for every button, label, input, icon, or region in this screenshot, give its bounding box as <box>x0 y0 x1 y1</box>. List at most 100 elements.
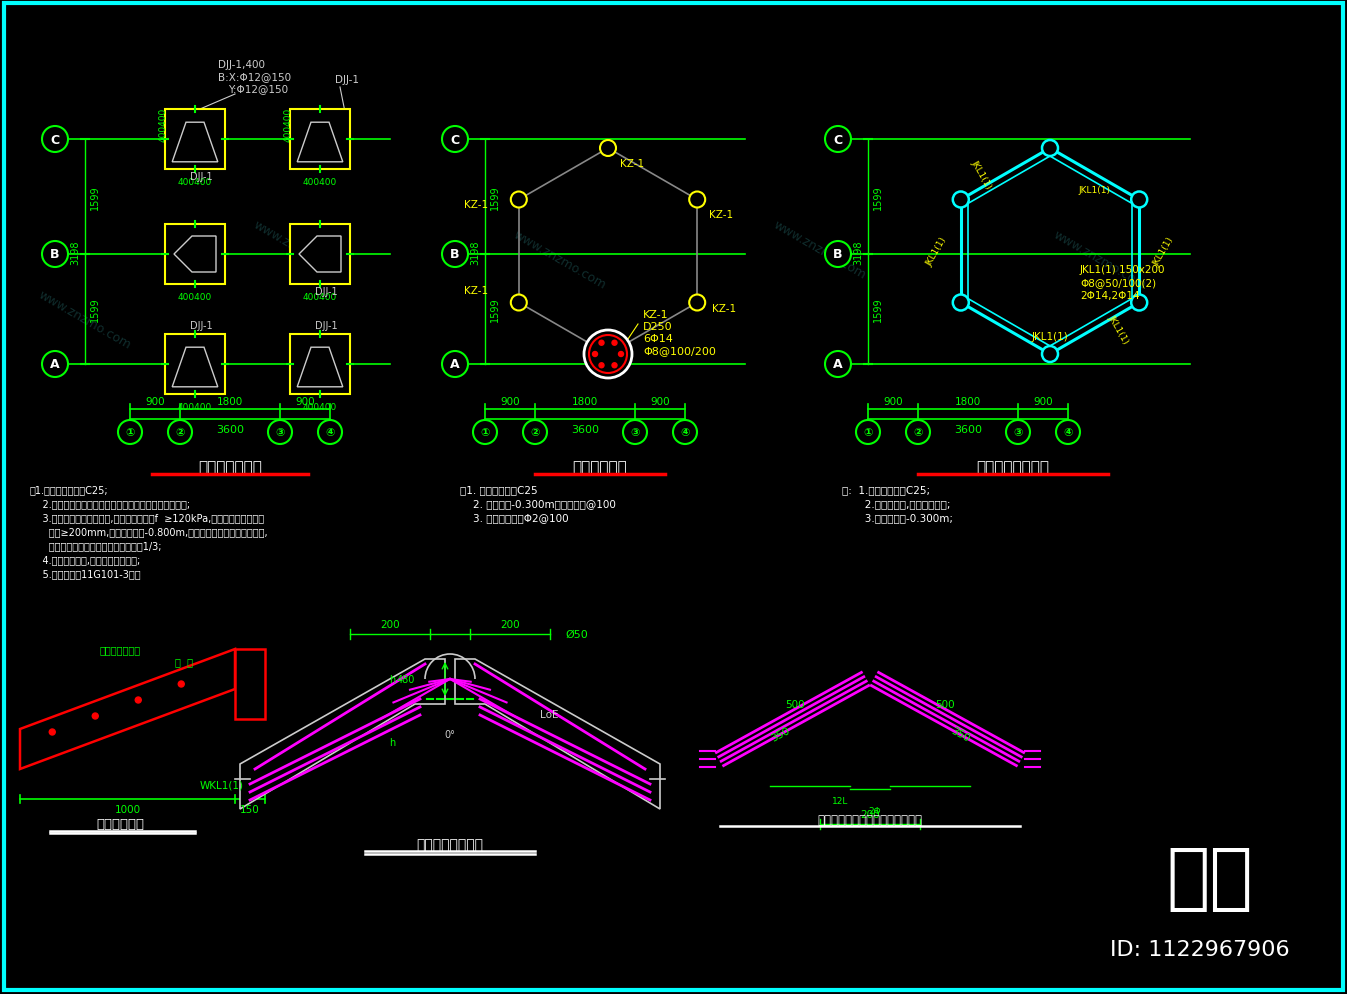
Circle shape <box>1131 295 1148 311</box>
Text: 柱平法施工图: 柱平法施工图 <box>572 460 628 475</box>
Circle shape <box>511 192 527 209</box>
Text: ③: ③ <box>1013 427 1022 437</box>
Circle shape <box>119 420 141 444</box>
Polygon shape <box>299 237 341 272</box>
Text: 注:  1.矩砼强度等级C25;: 注: 1.矩砼强度等级C25; <box>842 484 931 494</box>
Circle shape <box>599 141 616 157</box>
Circle shape <box>599 341 603 346</box>
Text: 1599: 1599 <box>873 185 884 210</box>
Circle shape <box>599 347 616 363</box>
Text: ①: ① <box>125 427 135 437</box>
Text: 900: 900 <box>145 397 164 407</box>
Text: ③: ③ <box>630 427 640 437</box>
Text: ④: ④ <box>680 427 690 437</box>
Text: 斜板檐口大样: 斜板檐口大样 <box>96 818 144 831</box>
Text: JKL1(1): JKL1(1) <box>1079 186 1110 195</box>
Text: 2.施工时应结合各结构单元框索柱平面布置图预留插筋;: 2.施工时应结合各结构单元框索柱平面布置图预留插筋; <box>30 499 190 509</box>
Circle shape <box>593 352 598 357</box>
Text: 2.垫层设现构,复均居中布置;: 2.垫层设现构,复均居中布置; <box>842 499 951 509</box>
Text: 坡屋面板剖和角配筋详图（无梁）: 坡屋面板剖和角配筋详图（无梁） <box>818 813 923 826</box>
Circle shape <box>1056 420 1080 444</box>
Text: 3600: 3600 <box>571 424 599 434</box>
Text: 350: 350 <box>948 726 971 744</box>
Text: 3. 柱底钢筋区为Φ2@100: 3. 柱底钢筋区为Φ2@100 <box>459 513 568 523</box>
Circle shape <box>178 681 185 687</box>
Text: ③: ③ <box>275 427 284 437</box>
Text: JKL1(1): JKL1(1) <box>1107 313 1130 345</box>
Text: 2. 基础顶～-0.300m柱箍筋加密@100: 2. 基础顶～-0.300m柱箍筋加密@100 <box>459 499 616 509</box>
Text: DJJ-1: DJJ-1 <box>315 321 338 331</box>
Text: www.znzmo.com: www.znzmo.com <box>512 228 609 291</box>
Polygon shape <box>455 659 660 809</box>
Text: KZ-1: KZ-1 <box>463 286 488 296</box>
Text: 5.本图应配合11G101-3使用: 5.本图应配合11G101-3使用 <box>30 569 140 579</box>
Circle shape <box>907 420 929 444</box>
Circle shape <box>92 714 98 720</box>
Polygon shape <box>172 123 218 163</box>
Text: ②: ② <box>913 427 923 437</box>
Text: 1000: 1000 <box>114 804 140 814</box>
Text: JKL1(1) 150x200: JKL1(1) 150x200 <box>1080 264 1165 274</box>
Polygon shape <box>234 649 265 720</box>
Circle shape <box>952 295 968 311</box>
Polygon shape <box>240 659 445 809</box>
Circle shape <box>50 730 55 736</box>
Circle shape <box>42 242 67 267</box>
Text: ④: ④ <box>326 427 334 437</box>
Text: ①: ① <box>863 427 873 437</box>
Text: C: C <box>50 133 59 146</box>
Text: www.znzmo.com: www.znzmo.com <box>1052 228 1149 291</box>
Text: 注1. 柱砼强度等级C25: 注1. 柱砼强度等级C25 <box>459 484 537 494</box>
Text: DJJ-1: DJJ-1 <box>335 75 360 84</box>
Text: 3198: 3198 <box>853 240 863 264</box>
Circle shape <box>824 242 851 267</box>
Text: A: A <box>450 358 459 371</box>
Circle shape <box>473 420 497 444</box>
Text: ID: 1122967906: ID: 1122967906 <box>1110 939 1290 959</box>
Text: KZ-1: KZ-1 <box>710 211 733 221</box>
Text: DJJ-1: DJJ-1 <box>315 286 338 296</box>
Circle shape <box>42 352 67 378</box>
Circle shape <box>1043 347 1057 363</box>
Circle shape <box>523 420 547 444</box>
Text: 知末: 知末 <box>1167 845 1253 913</box>
Text: 深度≥200mm,基础底标高为-0.800m,可根据现场实际情况进行调整,: 深度≥200mm,基础底标高为-0.800m,可根据现场实际情况进行调整, <box>30 527 268 537</box>
Text: 200: 200 <box>861 809 880 819</box>
Circle shape <box>599 364 603 369</box>
Circle shape <box>824 127 851 153</box>
Text: 3.基梁顶高为-0.300m;: 3.基梁顶高为-0.300m; <box>842 513 952 523</box>
Text: B:X:Φ12@150: B:X:Φ12@150 <box>218 72 291 82</box>
Text: 2Φ14,2Φ14: 2Φ14,2Φ14 <box>1080 290 1140 301</box>
Text: ①: ① <box>481 427 490 437</box>
Text: 同斜板板面视图: 同斜板板面视图 <box>100 644 141 654</box>
Text: 3198: 3198 <box>470 240 480 264</box>
Text: A: A <box>50 358 59 371</box>
Text: ④: ④ <box>1063 427 1072 437</box>
Text: 900: 900 <box>651 397 669 407</box>
Bar <box>164 335 225 395</box>
Text: 400400: 400400 <box>159 107 167 142</box>
Circle shape <box>168 420 193 444</box>
Text: 350: 350 <box>769 726 791 744</box>
Text: 1599: 1599 <box>490 185 500 210</box>
Text: Φ8@100/200: Φ8@100/200 <box>643 346 715 356</box>
Text: B: B <box>50 248 59 261</box>
Circle shape <box>952 192 968 209</box>
Text: 相邻住基高差不得大于基础间净距的1/3;: 相邻住基高差不得大于基础间净距的1/3; <box>30 541 162 551</box>
Circle shape <box>690 192 706 209</box>
Text: 400400: 400400 <box>283 107 292 142</box>
Text: KZ-1: KZ-1 <box>463 201 488 211</box>
Text: A: A <box>834 358 843 371</box>
Text: 500: 500 <box>935 700 955 710</box>
Circle shape <box>674 420 696 444</box>
Text: 400400: 400400 <box>178 292 211 302</box>
Text: LoE: LoE <box>540 710 559 720</box>
Text: WKL1(1): WKL1(1) <box>199 779 244 789</box>
Text: 480: 480 <box>396 674 415 684</box>
Text: 900: 900 <box>295 397 315 407</box>
Polygon shape <box>20 649 234 769</box>
Text: 斜  板: 斜 板 <box>175 656 193 666</box>
Text: C: C <box>834 133 843 146</box>
Text: JKL1(1): JKL1(1) <box>925 236 948 267</box>
Text: D250: D250 <box>643 322 672 332</box>
